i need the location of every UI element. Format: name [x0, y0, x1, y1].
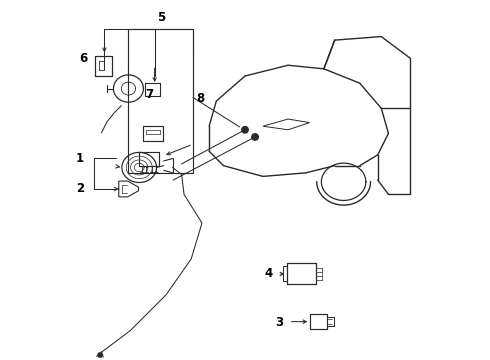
Text: 8: 8 — [196, 92, 204, 105]
Text: 4: 4 — [264, 267, 272, 280]
Text: 5: 5 — [157, 12, 165, 24]
Text: 2: 2 — [76, 183, 84, 195]
Text: 1: 1 — [76, 152, 84, 165]
Circle shape — [242, 127, 248, 133]
Bar — [128, 30, 193, 173]
Circle shape — [98, 353, 102, 357]
Text: 7: 7 — [145, 88, 153, 101]
Text: 3: 3 — [275, 316, 284, 329]
Text: 6: 6 — [79, 51, 88, 64]
Circle shape — [252, 134, 258, 140]
